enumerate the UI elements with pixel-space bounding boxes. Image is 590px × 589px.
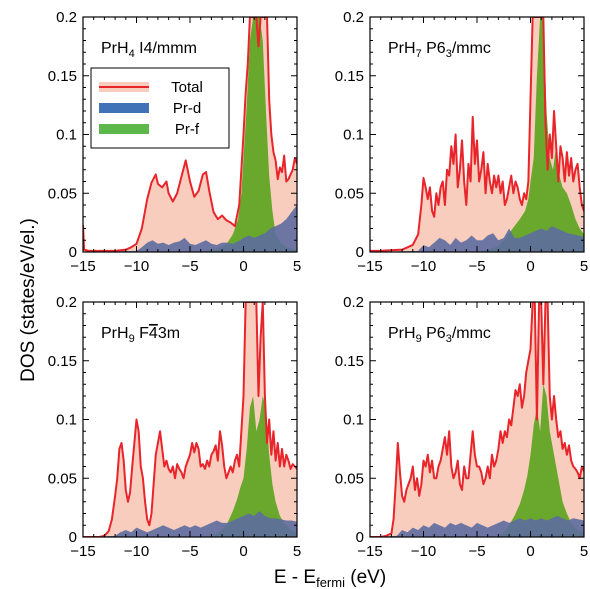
x-axis-title-sub: fermi <box>316 575 345 589</box>
y-tick-label: 0.1 <box>343 127 364 144</box>
pr-d-dos-area <box>83 205 297 252</box>
x-tick-label: −5 <box>181 543 198 560</box>
legend-label: Pr-f <box>175 121 200 138</box>
y-tick-label: 0.2 <box>343 294 364 311</box>
y-axis-title: DOS (states/eV/el.) <box>18 218 39 382</box>
x-tick-label: 5 <box>580 258 588 275</box>
total-dos-line <box>370 17 584 252</box>
y-tick-label: 0 <box>356 244 364 261</box>
panel-2-title: PrH7 P63/mmc <box>388 40 491 60</box>
y-tick-label: 0.15 <box>48 68 77 85</box>
legend-label: Total <box>171 79 203 96</box>
pr-f-dos-area <box>370 17 584 252</box>
y-tick-label: 0.05 <box>48 185 77 202</box>
y-tick-label: 0.15 <box>48 353 77 370</box>
x-tick-label: −10 <box>124 543 149 560</box>
legend-swatch-f <box>99 124 149 134</box>
x-tick-label: 0 <box>239 543 247 560</box>
y-tick-label: 0.2 <box>56 294 77 311</box>
x-tick-label: 5 <box>293 258 301 275</box>
panel-1: −15 −10 −5 0 5 0 0.05 0.1 0.15 0.2 PrH4 I4/mmm <box>48 9 301 275</box>
y-tick-label: 0.2 <box>343 9 364 26</box>
x-tick-label: −5 <box>468 258 485 275</box>
x-tick-label: −10 <box>124 258 149 275</box>
legend: Total Pr-d Pr-f <box>90 67 230 149</box>
x-axis-title-unit: (eV) <box>345 567 386 588</box>
panel-3-title: PrH9 F43m <box>101 325 180 345</box>
panel-4-title: PrH9 P63/mmc <box>388 325 491 345</box>
panel-4: −15 −10 −5 0 5 0 0.05 0.1 0.15 0.2 PrH9 P63/mmc <box>335 294 588 560</box>
y-tick-label: 0.1 <box>343 412 364 429</box>
y-tick-label: 0.05 <box>48 470 77 487</box>
x-axis-title: E - Efermi (eV) <box>274 567 386 589</box>
x-tick-label: 5 <box>580 543 588 560</box>
pr-d-dos-area <box>83 511 297 537</box>
x-tick-label: 5 <box>293 543 301 560</box>
x-tick-label: 0 <box>239 258 247 275</box>
y-tick-label: 0.15 <box>335 68 364 85</box>
x-tick-label: 0 <box>526 543 534 560</box>
legend-swatch-d <box>99 103 149 113</box>
x-tick-label: −10 <box>411 258 436 275</box>
y-tick-label: 0.15 <box>335 353 364 370</box>
pr-f-dos-area <box>83 396 297 537</box>
legend-label: Pr-d <box>173 100 201 117</box>
y-tick-label: 0.05 <box>335 185 364 202</box>
panel-1-plot-area <box>83 17 297 252</box>
panel-1-title: PrH4 I4/mmm <box>101 40 197 60</box>
panel-3-plot-area <box>83 302 297 537</box>
panel-3: −15 −10 −5 0 5 0 0.05 0.1 0.15 0.2 PrH9 F43m <box>48 294 301 560</box>
x-tick-label: 0 <box>526 258 534 275</box>
y-tick-label: 0.05 <box>335 470 364 487</box>
y-tick-label: 0 <box>69 529 77 546</box>
pr-d-dos-area <box>370 226 584 252</box>
pr-f-dos-area <box>83 17 297 252</box>
panel-2: −15 −10 −5 0 5 0 0.05 0.1 0.15 0.2 PrH7 P63/mmc <box>335 9 588 275</box>
total-dos-line <box>83 302 297 537</box>
y-tick-label: 0.1 <box>56 127 77 144</box>
x-tick-label: −15 <box>357 258 382 275</box>
x-tick-label: −15 <box>70 258 95 275</box>
y-tick-label: 0 <box>69 244 77 261</box>
panel-2-plot-area <box>370 17 584 252</box>
x-tick-label: −5 <box>181 258 198 275</box>
total-dos-line <box>370 302 584 537</box>
pr-f-dos-area <box>370 384 584 537</box>
x-axis-title-main: E - E <box>274 567 316 588</box>
y-tick-label: 0.1 <box>56 412 77 429</box>
x-tick-label: −5 <box>468 543 485 560</box>
x-tick-label: −10 <box>411 543 436 560</box>
y-tick-label: 0.2 <box>56 9 77 26</box>
total-dos-line <box>83 17 297 252</box>
x-tick-label: −15 <box>357 543 382 560</box>
y-tick-label: 0 <box>356 529 364 546</box>
x-tick-label: −15 <box>70 543 95 560</box>
